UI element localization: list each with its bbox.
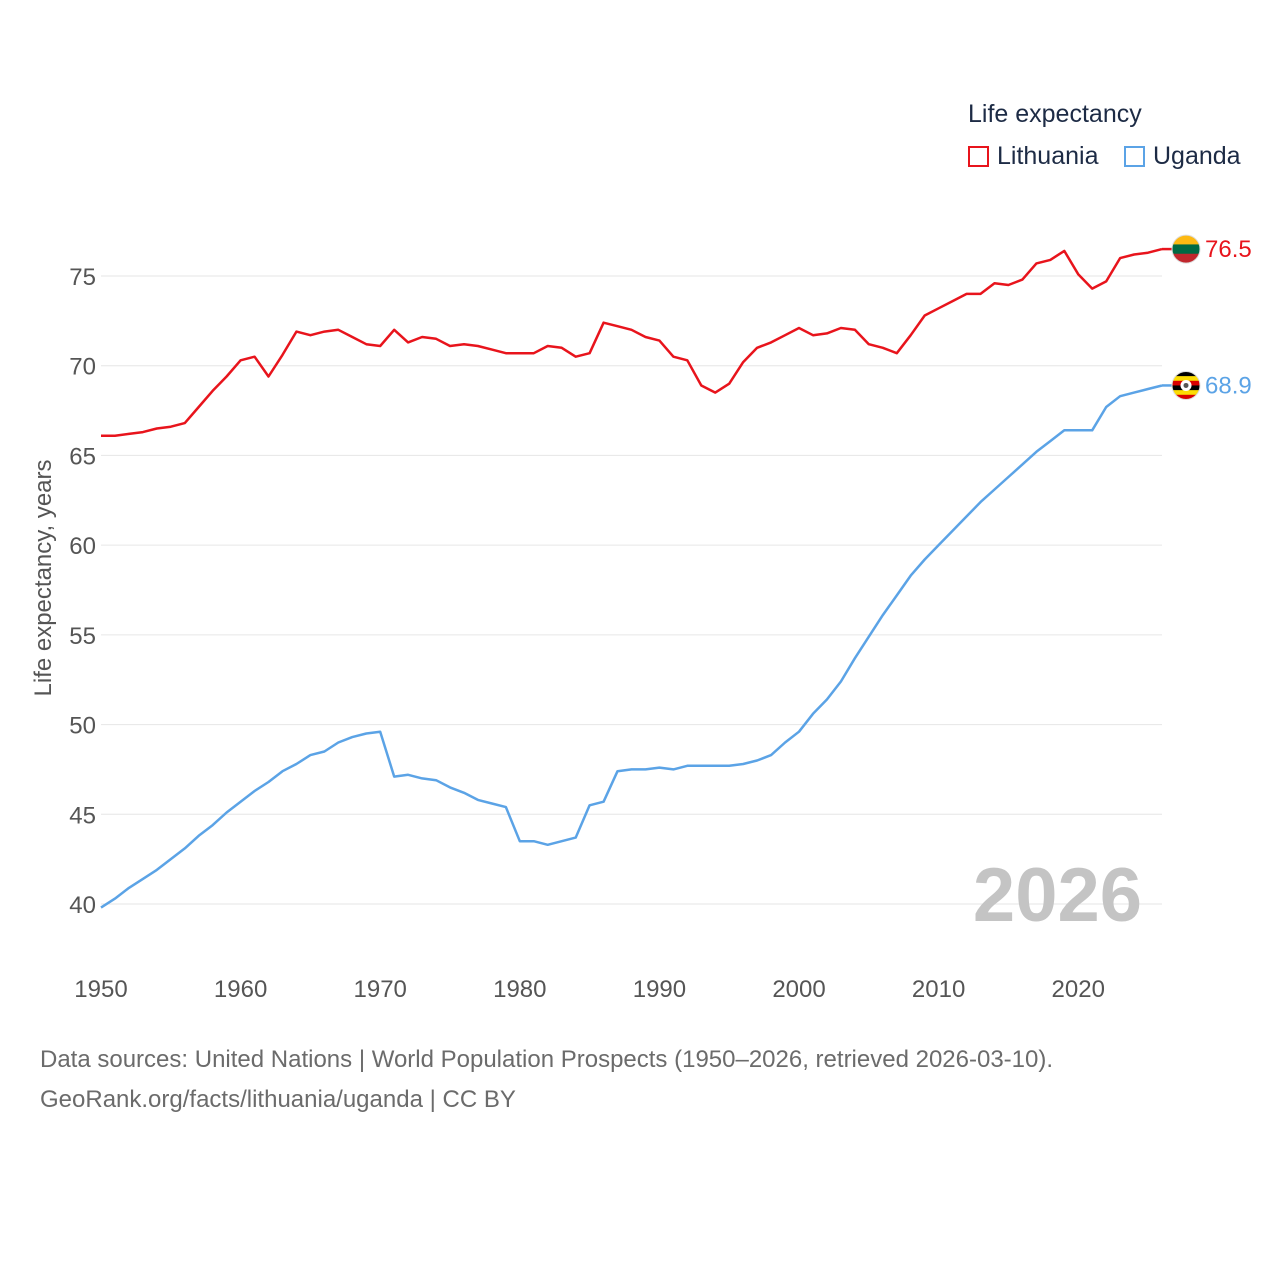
x-tick-label: 1980: [493, 976, 546, 1003]
x-tick-label: 2010: [912, 976, 965, 1003]
x-tick-label: 1990: [633, 976, 686, 1003]
y-tick-label: 70: [69, 354, 96, 381]
series-lines: [100, 247, 1163, 909]
y-axis-label: Life expectancy, years: [30, 459, 57, 696]
y-tick-label: 60: [69, 533, 96, 560]
x-tick-label: 1970: [354, 976, 407, 1003]
legend-swatch-lithuania: [968, 146, 989, 167]
series-line-uganda: [100, 384, 1163, 909]
x-tick-label: 1950: [74, 976, 127, 1003]
series-end-labels: 76.5 68.9: [1162, 234, 1252, 400]
y-tick-label: 75: [69, 264, 96, 291]
end-value-label-lithuania: 76.5: [1205, 236, 1252, 263]
x-axis-ticks: 1950 1960 1970 1980 1990 2000 2010 2020: [74, 976, 1105, 1003]
y-tick-label: 55: [69, 623, 96, 650]
y-tick-label: 50: [69, 713, 96, 740]
legend-swatch-uganda: [1124, 146, 1145, 167]
lithuania-flag-icon: [1171, 234, 1201, 264]
legend-label-uganda: Uganda: [1153, 142, 1241, 170]
y-axis-ticks: 40 45 50 55 60 65 70 75: [69, 264, 96, 919]
uganda-flag-icon: [1171, 370, 1201, 400]
y-tick-label: 40: [69, 892, 96, 919]
x-tick-label: 2020: [1052, 976, 1105, 1003]
gridlines: [101, 275, 1162, 905]
x-tick-label: 1960: [214, 976, 267, 1003]
legend-item-lithuania[interactable]: Lithuania: [968, 142, 1098, 171]
legend-item-uganda[interactable]: Uganda: [1124, 142, 1241, 171]
footer-attribution: GeoRank.org/facts/lithuania/uganda | CC …: [40, 1086, 516, 1113]
end-value-label-uganda: 68.9: [1205, 372, 1252, 399]
x-tick-label: 2000: [772, 976, 825, 1003]
footer-sources: Data sources: United Nations | World Pop…: [40, 1046, 1054, 1073]
series-line-lithuania: [101, 247, 1163, 437]
year-watermark: 2026: [972, 853, 1142, 938]
legend-title: Life expectancy: [968, 100, 1142, 128]
legend-label-lithuania: Lithuania: [997, 142, 1099, 170]
y-tick-label: 45: [69, 802, 96, 829]
y-tick-label: 65: [69, 443, 96, 470]
